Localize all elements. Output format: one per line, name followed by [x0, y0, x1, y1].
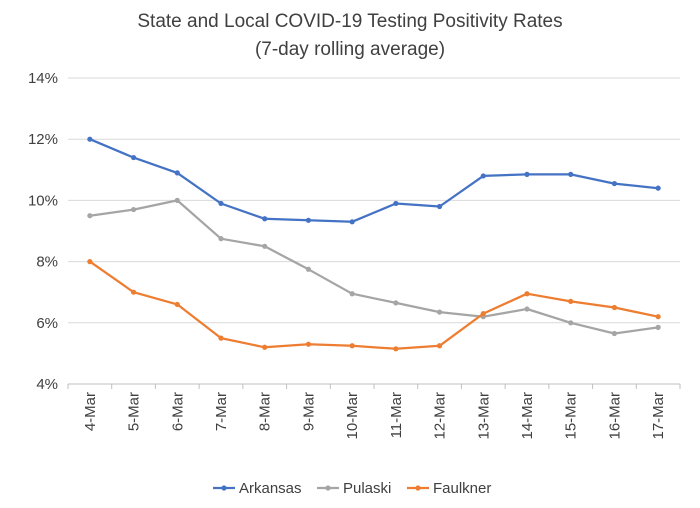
x-tick-label: 6-Mar [169, 392, 186, 431]
legend-item-faulkner: Faulkner [407, 480, 491, 497]
data-point [262, 216, 268, 222]
data-point [524, 291, 530, 297]
x-axis-ticks: 4-Mar 5-Mar 6-Mar 7-Mar 8-Mar 9-Mar 10-Mar 11-M… [67, 384, 681, 440]
data-point [524, 171, 530, 177]
y-tick-label: 6% [36, 315, 58, 332]
y-tick-label: 14% [28, 70, 58, 87]
data-point [436, 309, 443, 315]
x-tick-label: 9-Mar [300, 392, 317, 431]
legend-label: Faulkner [433, 480, 491, 497]
data-point [611, 304, 618, 311]
x-tick-label: 16-Mar [606, 392, 623, 440]
data-point [130, 154, 137, 161]
data-point [436, 343, 443, 349]
series-faulkner [87, 259, 661, 352]
y-tick-label: 4% [36, 376, 58, 393]
chart-subtitle: (7-day rolling average) [255, 39, 445, 60]
gridlines [68, 77, 680, 385]
data-point [349, 291, 355, 297]
data-point [262, 243, 268, 249]
data-point [262, 344, 268, 350]
legend-swatch-marker [221, 485, 227, 491]
legend-swatch-marker [415, 485, 421, 491]
y-tick-label: 8% [36, 254, 58, 271]
x-tick-label: 8-Mar [257, 392, 274, 431]
x-tick-label: 10-Mar [344, 392, 361, 440]
data-point [568, 171, 574, 177]
x-tick-label: 15-Mar [563, 392, 580, 440]
data-point [568, 298, 574, 304]
x-tick-label: 4-Mar [82, 392, 99, 431]
data-point [305, 341, 312, 347]
data-point [480, 311, 486, 317]
series-lines [87, 136, 661, 352]
data-point [174, 170, 180, 176]
data-point [393, 300, 399, 306]
data-point [174, 197, 180, 203]
data-point [393, 346, 399, 352]
y-axis-ticks: 4% 6% 8% 10% 12% 14% [28, 70, 58, 393]
data-point [480, 173, 486, 179]
legend-label: Arkansas [239, 480, 302, 497]
data-point [655, 314, 661, 320]
data-point [611, 330, 618, 337]
data-point [349, 343, 355, 349]
x-tick-label: 5-Mar [126, 392, 143, 431]
chart-title: State and Local COVID-19 Testing Positiv… [137, 11, 562, 32]
data-point [655, 185, 661, 191]
data-point [655, 324, 661, 330]
data-point [87, 136, 93, 142]
data-point [218, 335, 224, 341]
y-tick-label: 10% [28, 192, 58, 209]
data-point [130, 289, 137, 295]
series-line-faulkner [88, 260, 660, 350]
data-point [87, 213, 93, 219]
x-tick-label: 11-Mar [388, 392, 405, 438]
series-pulaski [87, 197, 661, 337]
series-line-pulaski [88, 199, 660, 335]
legend: Arkansas Pulaski Faulkner [213, 480, 491, 497]
data-point [524, 306, 530, 312]
data-point [87, 259, 93, 265]
data-point [130, 206, 137, 213]
y-tick-label: 12% [28, 131, 58, 148]
data-point [393, 200, 399, 207]
series-arkansas [87, 136, 661, 225]
data-point [218, 236, 224, 242]
data-point [218, 200, 224, 207]
data-point [174, 301, 180, 308]
series-line-arkansas [88, 138, 660, 223]
data-point [305, 217, 312, 223]
legend-swatch-marker [325, 485, 331, 491]
data-point [568, 320, 574, 326]
x-tick-label: 14-Mar [519, 392, 536, 440]
x-tick-label: 12-Mar [432, 392, 449, 440]
data-point [305, 266, 312, 272]
legend-label: Pulaski [343, 480, 391, 497]
data-point [349, 219, 355, 225]
data-point [611, 180, 618, 187]
x-tick-label: 17-Mar [650, 392, 667, 440]
x-tick-label: 13-Mar [475, 392, 492, 440]
data-point [436, 203, 443, 210]
legend-item-pulaski: Pulaski [317, 480, 391, 497]
legend-item-arkansas: Arkansas [213, 480, 302, 497]
x-tick-label: 7-Mar [213, 392, 230, 431]
